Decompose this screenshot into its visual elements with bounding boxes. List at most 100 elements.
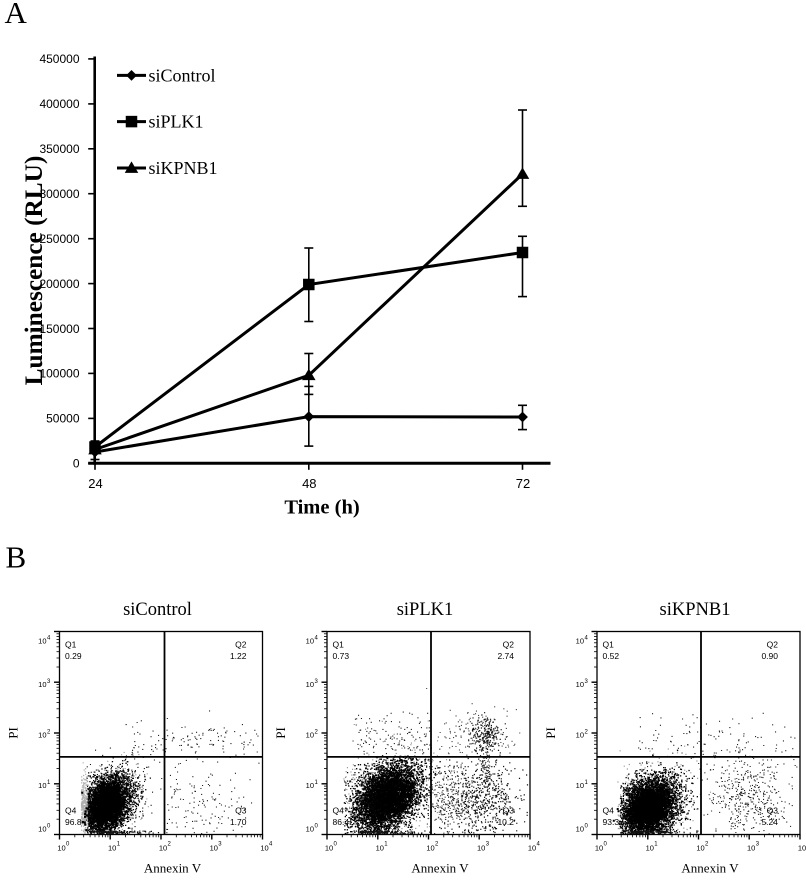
svg-text:10: 10	[38, 637, 46, 646]
svg-text:1: 1	[585, 780, 589, 786]
svg-text:1: 1	[315, 780, 319, 786]
svg-text:3: 3	[585, 679, 589, 685]
svg-text:10: 10	[576, 637, 584, 646]
svg-text:3: 3	[486, 842, 490, 848]
svg-text:10: 10	[38, 825, 46, 834]
svg-text:Annexin V: Annexin V	[411, 861, 469, 876]
svg-text:siPLK1: siPLK1	[149, 112, 204, 132]
svg-text:A: A	[5, 0, 28, 30]
svg-text:350000: 350000	[39, 142, 79, 156]
svg-text:0: 0	[334, 842, 338, 848]
svg-text:10: 10	[747, 844, 755, 853]
svg-text:0: 0	[66, 842, 70, 848]
svg-text:24: 24	[88, 476, 102, 491]
svg-text:10: 10	[159, 844, 167, 853]
svg-text:4: 4	[315, 636, 319, 642]
svg-text:PI: PI	[273, 727, 288, 739]
svg-text:4: 4	[47, 636, 51, 642]
svg-text:450000: 450000	[39, 52, 79, 66]
svg-text:B: B	[6, 540, 27, 575]
svg-text:10: 10	[576, 731, 584, 740]
svg-text:Time (h): Time (h)	[284, 497, 359, 519]
svg-text:10: 10	[576, 825, 584, 834]
svg-text:96.8: 96.8	[65, 817, 82, 827]
svg-text:10: 10	[696, 844, 704, 853]
svg-text:10: 10	[477, 844, 485, 853]
svg-text:2.74: 2.74	[497, 651, 514, 661]
svg-text:10: 10	[38, 781, 46, 790]
svg-text:10: 10	[306, 637, 314, 646]
svg-text:Q3: Q3	[503, 806, 515, 816]
svg-text:1: 1	[117, 842, 121, 848]
svg-text:siKPNB1: siKPNB1	[660, 600, 731, 620]
svg-text:0: 0	[73, 457, 80, 471]
svg-text:Q1: Q1	[603, 640, 615, 650]
svg-text:10: 10	[426, 844, 434, 853]
svg-text:0: 0	[47, 824, 51, 830]
svg-text:2: 2	[435, 842, 439, 848]
svg-text:3: 3	[218, 842, 222, 848]
svg-text:150000: 150000	[39, 322, 79, 336]
svg-text:250000: 250000	[39, 232, 79, 246]
svg-text:10: 10	[260, 844, 268, 853]
svg-text:10: 10	[798, 844, 806, 853]
svg-text:Q4: Q4	[65, 806, 77, 816]
svg-text:10: 10	[306, 825, 314, 834]
svg-text:0.52: 0.52	[603, 651, 620, 661]
svg-text:2: 2	[168, 842, 172, 848]
svg-text:100000: 100000	[39, 367, 79, 381]
svg-text:1: 1	[47, 780, 51, 786]
svg-text:0: 0	[315, 824, 319, 830]
svg-text:5.24: 5.24	[761, 817, 778, 827]
svg-text:2: 2	[315, 730, 319, 736]
svg-text:0: 0	[585, 824, 589, 830]
svg-text:10: 10	[38, 680, 46, 689]
svg-text:2: 2	[585, 730, 589, 736]
svg-text:10: 10	[376, 844, 384, 853]
svg-text:1: 1	[654, 842, 658, 848]
svg-text:siPLK1: siPLK1	[397, 600, 454, 620]
svg-text:Q1: Q1	[333, 640, 345, 650]
svg-text:siKPNB1: siKPNB1	[149, 158, 218, 178]
svg-text:10.2: 10.2	[497, 817, 514, 827]
svg-text:Q3: Q3	[767, 806, 779, 816]
svg-text:1.70: 1.70	[230, 817, 247, 827]
svg-text:Q4: Q4	[333, 806, 345, 816]
svg-text:10: 10	[306, 781, 314, 790]
svg-text:86.4: 86.4	[333, 817, 350, 827]
svg-text:400000: 400000	[39, 97, 79, 111]
svg-text:200000: 200000	[39, 277, 79, 291]
svg-text:Q1: Q1	[65, 640, 77, 650]
svg-text:10: 10	[646, 844, 654, 853]
svg-text:10: 10	[576, 781, 584, 790]
svg-text:3: 3	[47, 679, 51, 685]
svg-text:3: 3	[756, 842, 760, 848]
svg-text:10: 10	[57, 844, 65, 853]
svg-text:2: 2	[47, 730, 51, 736]
svg-text:1.22: 1.22	[230, 651, 247, 661]
svg-text:10: 10	[306, 680, 314, 689]
svg-text:Luminescence (RLU): Luminescence (RLU)	[20, 156, 48, 386]
svg-text:Q2: Q2	[235, 640, 247, 650]
svg-text:4: 4	[269, 842, 273, 848]
svg-text:10: 10	[306, 731, 314, 740]
svg-text:1: 1	[384, 842, 388, 848]
svg-text:0.90: 0.90	[761, 651, 778, 661]
svg-text:PI: PI	[543, 727, 558, 739]
svg-text:0.73: 0.73	[333, 651, 350, 661]
svg-text:300000: 300000	[39, 187, 79, 201]
svg-text:Q2: Q2	[503, 640, 515, 650]
svg-text:Annexin V: Annexin V	[144, 861, 202, 876]
svg-text:10: 10	[210, 844, 218, 853]
svg-text:72: 72	[516, 476, 530, 491]
svg-text:siControl: siControl	[149, 65, 216, 85]
svg-text:0.29: 0.29	[65, 651, 82, 661]
svg-text:4: 4	[585, 636, 589, 642]
svg-text:10: 10	[108, 844, 116, 853]
svg-text:10: 10	[325, 844, 333, 853]
svg-text:0: 0	[604, 842, 608, 848]
svg-text:2: 2	[705, 842, 709, 848]
svg-text:Q3: Q3	[235, 806, 247, 816]
svg-text:48: 48	[302, 476, 316, 491]
svg-text:PI: PI	[6, 727, 21, 739]
